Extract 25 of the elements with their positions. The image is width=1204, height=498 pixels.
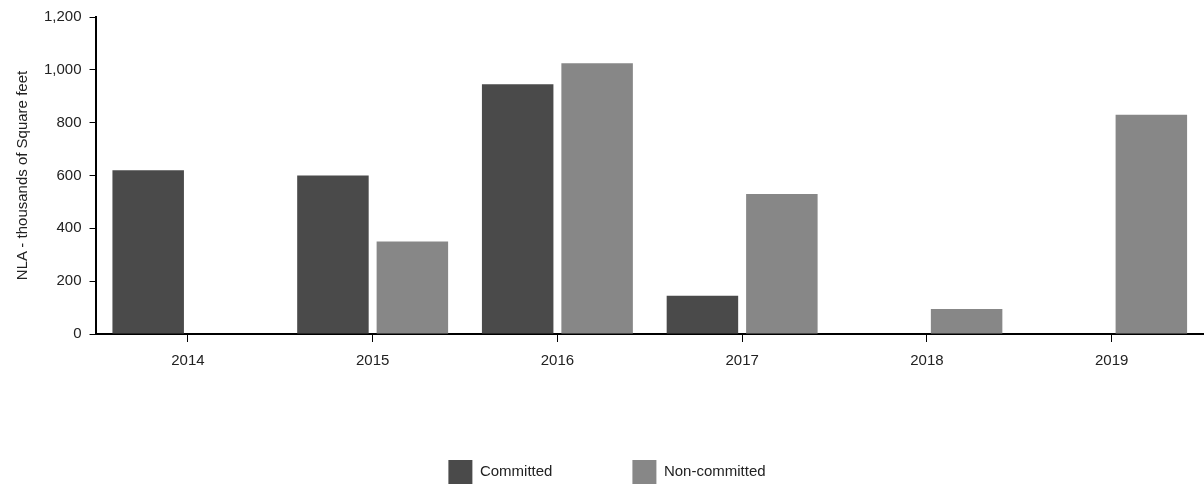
- x-tick-label: 2018: [910, 351, 944, 369]
- bar: [481, 84, 554, 334]
- bar: [112, 170, 184, 334]
- x-tick-label: 2014: [171, 351, 205, 369]
- legend-label: Non-committed: [663, 462, 766, 480]
- bar: [297, 175, 369, 334]
- x-tick-label: 2017: [725, 351, 759, 369]
- x-tick-label: 2016: [540, 351, 575, 369]
- legend-label: Committed: [479, 462, 553, 480]
- y-axis-title: NLA - thousands of Square feet: [13, 70, 31, 281]
- bar: [561, 63, 633, 334]
- y-tick-label: 200: [56, 271, 82, 289]
- y-tick-label: 1,200: [43, 7, 82, 25]
- y-tick-label: 0: [73, 324, 82, 342]
- bar: [930, 308, 1003, 334]
- y-tick-label: 800: [56, 112, 82, 130]
- x-tick-label: 2015: [355, 351, 390, 369]
- bar: [666, 295, 739, 334]
- bar: [376, 241, 449, 334]
- bar: [1115, 114, 1188, 334]
- y-tick-label: 1,000: [43, 59, 82, 77]
- x-tick-label: 2019: [1094, 351, 1129, 369]
- y-tick-label: 600: [56, 165, 82, 183]
- bar: [746, 193, 818, 334]
- y-tick-label: 400: [56, 218, 82, 236]
